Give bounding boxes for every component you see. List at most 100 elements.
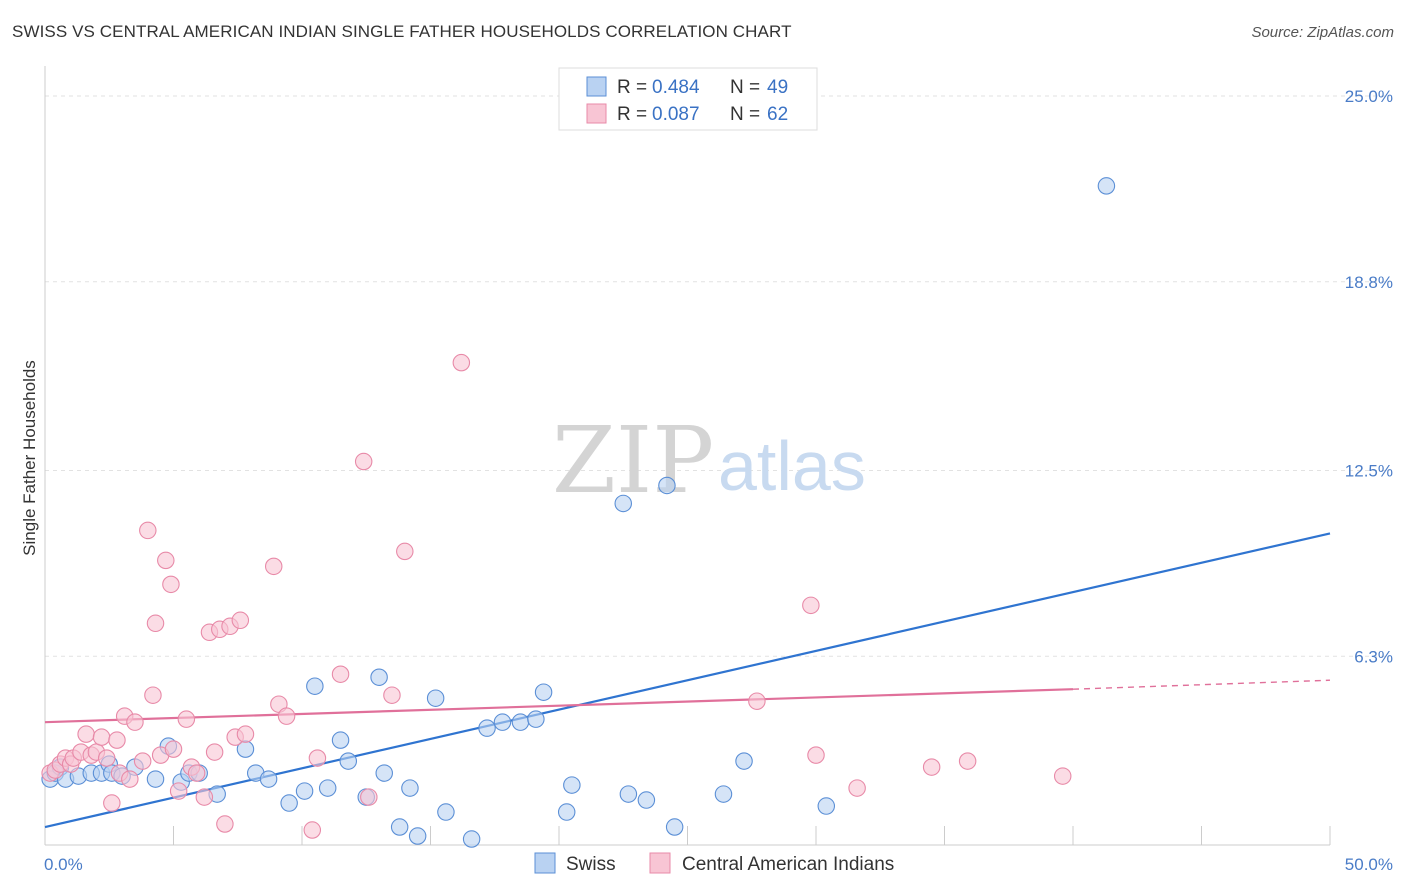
watermark-zip: ZIP [552,407,714,514]
y-tick-label-3: 25.0% [1345,87,1393,106]
point-0-20 [280,794,298,812]
chart-title: SWISS VS CENTRAL AMERICAN INDIAN SINGLE … [12,22,792,41]
point-0-35 [478,719,496,737]
top-legend: R = 0.484 N = 49 R = 0.087 N = 62 [558,67,818,131]
trendline-0 [44,532,1331,829]
watermark: ZIP atlas [552,407,866,514]
bottom-legend-swatch-cai [649,852,671,874]
point-0-40 [557,803,576,821]
point-1-12 [103,794,121,812]
point-0-43 [619,785,638,803]
x-tick-label-min: 0.0% [44,855,83,874]
point-1-27 [177,710,196,728]
source-label: Source: ZipAtlas.com [1251,24,1394,41]
point-0-47 [714,785,733,803]
axes [44,66,1331,846]
point-1-49 [452,353,471,372]
point-1-34 [216,815,234,833]
point-1-50 [748,692,766,710]
point-1-52 [807,746,825,764]
point-0-38 [527,710,545,728]
point-1-47 [383,686,401,704]
point-0-24 [331,731,350,749]
point-1-20 [144,686,162,704]
point-1-16 [121,770,139,788]
point-1-25 [164,740,183,758]
point-0-44 [637,791,656,809]
point-0-42 [614,494,632,513]
point-1-30 [195,788,214,806]
point-1-41 [277,707,296,725]
point-1-13 [108,731,126,749]
point-0-28 [375,764,393,782]
point-0-36 [493,713,512,731]
bottom-legend-label-swiss: Swiss [566,854,616,875]
point-1-56 [1053,767,1072,785]
point-0-50 [1097,177,1116,195]
y-tick-label-0: 6.3% [1354,647,1393,666]
point-0-29 [390,818,409,836]
point-0-46 [665,818,684,836]
legend-r-value-2: 0.087 [652,104,700,125]
point-1-32 [205,743,224,761]
point-1-38 [236,725,255,743]
point-1-55 [958,752,977,770]
y-tick-label-2: 18.8% [1345,273,1393,292]
point-1-48 [396,542,414,561]
point-0-39 [534,683,553,701]
point-0-22 [306,677,324,695]
point-1-29 [187,764,206,782]
point-1-37 [231,611,250,630]
watermark-atlas: atlas [718,427,866,505]
point-0-27 [370,668,388,686]
gridlines [45,95,1390,657]
legend-r-label-1: R = [617,77,647,98]
point-0-21 [295,782,314,800]
trendline-1 [44,688,1074,724]
point-0-41 [563,776,581,794]
point-1-21 [146,614,165,633]
point-0-19 [259,770,278,788]
point-0-49 [817,797,836,815]
legend-n-value-2: 62 [767,104,788,125]
bottom-legend-label-cai: Central American Indians [682,854,894,875]
point-1-51 [802,596,820,615]
legend-n-value-1: 49 [767,77,788,98]
point-1-43 [308,749,327,767]
point-0-33 [437,803,455,821]
legend-r-label-2: R = [617,104,647,125]
point-1-19 [139,521,157,540]
bottom-legend-swatch-swiss [534,852,556,874]
legend-swatch-cai [586,103,607,124]
point-0-23 [318,779,337,797]
point-0-30 [401,779,419,797]
point-1-42 [303,821,322,839]
point-1-7 [77,725,95,743]
legend-n-label-1: N = [730,77,760,98]
point-0-25 [339,752,358,770]
bottom-legend: Swiss Central American Indians [534,852,894,875]
point-1-26 [169,782,188,800]
tick-labels: 6.3% 12.5% 18.8% 25.0% 0.0% 50.0% [44,87,1393,874]
data-points [41,177,1116,848]
point-0-32 [426,689,445,707]
point-1-39 [264,557,283,576]
point-1-46 [360,788,378,806]
point-1-24 [162,575,180,594]
point-0-11 [146,770,165,788]
y-axis-label: Single Father Households [20,360,39,556]
point-1-11 [97,749,116,767]
point-1-10 [92,728,111,746]
legend-r-value-1: 0.484 [652,77,700,98]
point-1-44 [331,665,350,683]
y-tick-label-1: 12.5% [1345,462,1393,481]
point-1-53 [848,779,866,797]
legend-n-label-2: N = [730,104,760,125]
point-0-48 [735,752,753,770]
point-1-17 [126,713,144,731]
point-0-31 [408,827,427,845]
point-0-37 [511,713,530,731]
legend-swatch-swiss [586,76,607,97]
point-1-54 [922,758,941,776]
